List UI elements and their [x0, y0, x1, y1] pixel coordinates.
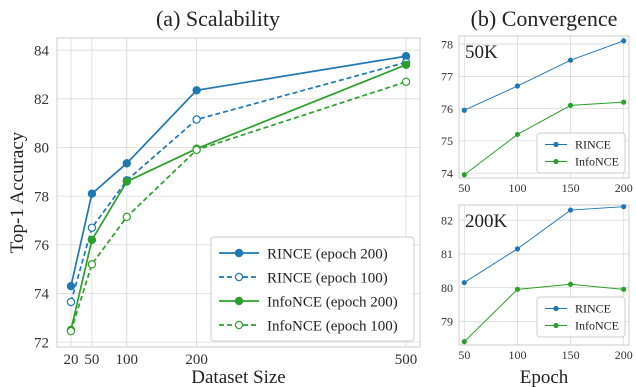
series-line [464, 101, 624, 176]
chart-title: (a) Scalability [156, 6, 280, 31]
data-point [87, 189, 97, 198]
y-axis-label: Top-1 Accuracy [7, 131, 28, 253]
data-point [461, 279, 467, 286]
y-tick-label: 72 [34, 335, 49, 351]
x-tick-label: 200 [185, 352, 208, 368]
data-point [621, 99, 627, 105]
y-tick-label: 76 [34, 238, 50, 254]
panel-annotation: 200K [465, 211, 508, 232]
data-point [401, 60, 411, 69]
series-line [463, 283, 624, 342]
data-point [66, 326, 76, 336]
legend-swatch-marker [553, 305, 559, 312]
legend-box [536, 296, 626, 338]
legend-label: RINCE [575, 138, 611, 152]
data-point [567, 281, 574, 287]
legend-box [536, 132, 626, 174]
series-line [464, 40, 624, 111]
x-tick-label: 500 [395, 352, 418, 368]
data-point [192, 145, 201, 155]
y-tick-label: 74 [34, 287, 50, 303]
legend-swatch-marker [234, 296, 244, 306]
x-tick-label: 200 [615, 348, 633, 362]
x-tick-label: 100 [508, 181, 526, 195]
legend-label: RINCE [575, 302, 611, 316]
legend-swatch-marker [234, 320, 244, 330]
legend-swatch-marker [553, 322, 559, 329]
legend-swatch-marker [553, 158, 559, 165]
y-tick-label: 82 [441, 213, 453, 227]
data-point [66, 297, 76, 307]
x-tick-label: 200 [615, 181, 633, 195]
data-point [461, 107, 467, 113]
x-tick-label: 100 [508, 348, 526, 362]
data-point [401, 77, 411, 86]
chart-title: (b) Convergence [471, 6, 618, 31]
y-tick-label: 81 [441, 247, 453, 261]
legend-box [210, 236, 415, 342]
data-point [567, 207, 574, 213]
y-tick-label: 80 [34, 141, 49, 157]
legend-label: InfoNCE (epoch 100) [267, 318, 398, 334]
legend-label: RINCE (epoch 200) [267, 246, 388, 262]
data-point [514, 246, 521, 252]
legend-label: InfoNCE [575, 155, 619, 169]
x-tick-label: 50 [458, 348, 470, 362]
y-tick-label: 82 [34, 92, 49, 108]
legend-swatch-marker [234, 272, 244, 282]
y-tick-label: 78 [441, 37, 453, 51]
legend-label: InfoNCE [575, 319, 619, 333]
legend-label: RINCE (epoch 100) [267, 270, 388, 286]
data-point [621, 38, 627, 44]
y-tick-label: 77 [441, 70, 453, 84]
data-point [621, 204, 627, 210]
x-tick-label: 50 [458, 181, 470, 195]
legend-label: InfoNCE (epoch 200) [267, 294, 398, 310]
data-point [87, 260, 97, 269]
y-tick-label: 84 [34, 43, 50, 59]
data-point [87, 235, 97, 245]
series-line [464, 206, 624, 284]
convergence-50k-chart: 74 75 76 77 78 50 100 150 200 50K (b) Convergence R… [441, 6, 633, 195]
plot-frame [458, 204, 630, 346]
legend-swatch-marker [234, 248, 244, 258]
y-tick-label: 76 [441, 102, 453, 116]
x-tick-label: 150 [562, 181, 580, 195]
convergence-200k-chart: 79 80 81 82 50 100 150 200 200K Epoch RINCE InfoNCE [441, 204, 633, 387]
data-point [87, 223, 97, 232]
data-point [514, 286, 521, 292]
data-point [66, 281, 76, 291]
data-point [621, 286, 627, 292]
plot-frame [56, 37, 421, 348]
data-point [567, 102, 574, 108]
data-point [192, 86, 201, 95]
y-tick-label: 74 [441, 166, 453, 180]
x-tick-label: 50 [84, 352, 99, 368]
panel-annotation: 50K [465, 42, 498, 63]
scalability-chart: 72 74 76 78 80 82 84 20 50 100 200 500 (a) Scalabili… [7, 6, 421, 387]
x-tick-label: 20 [63, 352, 78, 368]
data-point [514, 83, 521, 89]
y-tick-label: 75 [441, 134, 453, 148]
y-tick-label: 78 [34, 189, 49, 205]
x-tick-label: 150 [562, 348, 580, 362]
plot-frame [458, 35, 630, 179]
data-point [192, 115, 201, 124]
data-point [461, 172, 467, 178]
data-point [514, 131, 521, 138]
x-axis-label: Epoch [520, 367, 569, 387]
legend-swatch-marker [553, 141, 559, 148]
y-tick-label: 80 [441, 281, 453, 295]
x-tick-label: 100 [116, 352, 139, 368]
data-point [567, 57, 574, 63]
data-point [122, 212, 132, 222]
x-axis-label: Dataset Size [191, 367, 285, 387]
data-point [461, 339, 467, 345]
data-point [122, 159, 132, 168]
data-point [122, 177, 132, 186]
y-tick-label: 79 [441, 315, 453, 329]
